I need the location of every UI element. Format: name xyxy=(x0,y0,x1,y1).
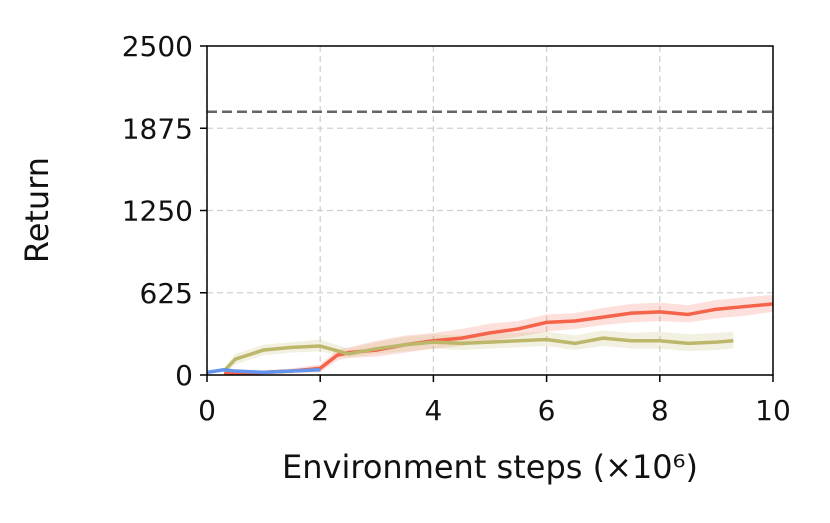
y-axis-label: Return xyxy=(18,157,56,263)
line xyxy=(206,367,321,375)
x-tick-label: 6 xyxy=(538,394,556,427)
x-tick-label: 2 xyxy=(311,394,329,427)
y-tick-label: 1250 xyxy=(122,195,193,228)
x-tick-label: 0 xyxy=(198,394,216,427)
y-tick-label: 2500 xyxy=(122,30,193,63)
y-tick-label: 625 xyxy=(140,277,193,310)
x-axis-label: Environment steps (×10⁶) xyxy=(282,448,698,486)
line xyxy=(222,336,734,373)
error-band xyxy=(223,294,774,375)
x-tick-label: 10 xyxy=(755,394,791,427)
line xyxy=(223,302,774,376)
y-tick-label: 0 xyxy=(175,359,193,392)
x-tick-label: 4 xyxy=(424,394,442,427)
error-band xyxy=(223,330,734,374)
x-tick-label: 8 xyxy=(651,394,669,427)
y-tick-label: 1875 xyxy=(122,112,193,145)
plot-frame xyxy=(206,45,774,376)
